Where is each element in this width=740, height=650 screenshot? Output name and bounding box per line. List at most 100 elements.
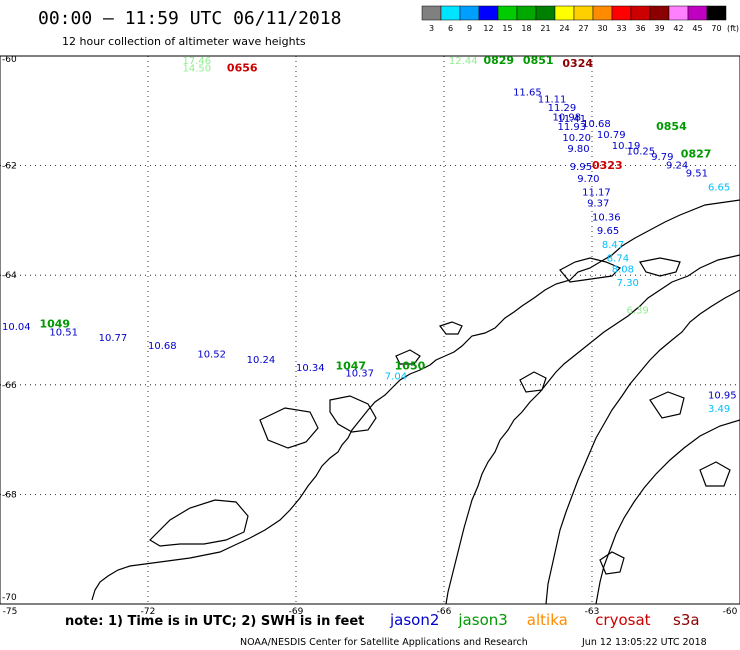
wave-height-label: 8.08 — [612, 264, 634, 275]
wave-height-label: 10.36 — [592, 212, 621, 223]
wave-height-label: 0829 — [483, 54, 514, 67]
wave-height-label: 11.11 — [538, 95, 567, 106]
wave-height-label: 10.77 — [99, 333, 128, 344]
wave-height-label: 10.25 — [627, 147, 656, 158]
wave-height-label: 14.50 — [183, 63, 212, 74]
legend-swatch — [649, 5, 670, 21]
legend-swatch — [573, 5, 594, 21]
wave-height-label: 6.65 — [708, 182, 730, 193]
legend-swatch — [554, 5, 575, 21]
wave-height-label: 10.68 — [148, 341, 177, 352]
legend-bin-label: 21 — [540, 24, 550, 33]
axis-tick-labels: -75 -72 -69 -66 -63 -60 -60 -62 -64 -66 -68 -70 — [2, 55, 738, 617]
wave-height-label: 10.51 — [49, 327, 78, 338]
lon-tick-label: -63 — [585, 607, 600, 617]
color-scale-legend: 3 6 9 12 15 18 21 24 27 30 33 36 39 42 45 70 — [421, 5, 727, 33]
wave-height-label: 3.49 — [708, 404, 730, 415]
wave-height-label: 11.41 — [557, 114, 586, 125]
legend-bin-label: 18 — [521, 24, 531, 33]
wave-height-label: 1050 — [395, 359, 426, 372]
wave-height-label: 9.95 — [570, 162, 592, 173]
footer-note: note: 1) Time is in UTC; 2) SWH is in fe… — [65, 614, 364, 629]
wave-height-label: 0324 — [562, 57, 593, 70]
map-title: 00:00 – 11:59 UTC 06/11/2018 — [38, 8, 341, 29]
wave-height-label: 1047 — [335, 359, 366, 372]
legend-unit: (ft) — [727, 24, 739, 33]
satellite-label-s3a: s3a — [673, 611, 700, 629]
legend-bin-label: 3 — [429, 24, 434, 33]
altimeter-tracks: 11.6511.1111.2910.9811.9310.209.809.959.… — [2, 54, 737, 415]
wave-height-label: 10.37 — [345, 369, 374, 380]
wave-height-label: 12.44 — [449, 56, 478, 67]
wave-height-label: 10.34 — [296, 363, 325, 374]
map-subtitle: 12 hour collection of altimeter wave hei… — [62, 35, 306, 48]
wave-height-label: 11.29 — [548, 103, 577, 114]
legend-bin-label: 33 — [616, 24, 626, 33]
legend-bin-label: 15 — [502, 24, 512, 33]
wave-height-label: 1049 — [39, 317, 70, 330]
legend-bin-label: 27 — [578, 24, 588, 33]
wave-height-label: 0851 — [523, 54, 554, 67]
legend-swatch — [630, 5, 651, 21]
wave-height-label: 10.04 — [2, 322, 31, 333]
wave-height-label: 11.65 — [513, 87, 542, 98]
wave-height-label: 9.37 — [587, 199, 609, 210]
lon-tick-label: -66 — [437, 607, 452, 617]
lon-tick-label: -72 — [141, 607, 156, 617]
wave-height-label: 11.93 — [557, 122, 586, 133]
satellite-label-cryosat: cryosat — [595, 611, 650, 629]
wave-height-label: 7.04 — [385, 371, 407, 382]
satellite-label-jason3: jason3 — [457, 611, 507, 629]
wave-height-label: 8.74 — [607, 254, 629, 265]
legend-bin-label: 6 — [448, 24, 453, 33]
legend-swatch — [706, 5, 727, 21]
wave-height-label: 9.51 — [686, 169, 708, 180]
legend-swatch — [611, 5, 632, 21]
wave-height-label: 9.79 — [651, 152, 673, 163]
legend-bin-label: 24 — [559, 24, 569, 33]
wave-height-label: 0854 — [656, 120, 687, 133]
wave-height-label: 10.68 — [582, 119, 611, 130]
wave-height-label: 9.70 — [577, 174, 599, 185]
legend-swatch — [687, 5, 708, 21]
legend-bin-label: 70 — [711, 24, 721, 33]
lat-tick-label: -68 — [2, 490, 17, 500]
wave-height-label: 10.98 — [553, 113, 582, 124]
wave-height-label: 9.24 — [666, 160, 688, 171]
lon-tick-label: -60 — [723, 607, 738, 617]
legend-swatch — [668, 5, 689, 21]
wave-height-label: 0827 — [681, 147, 712, 160]
wave-height-label: 8.47 — [602, 240, 624, 251]
legend-swatch — [535, 5, 556, 21]
wave-height-label: 6.39 — [627, 306, 649, 317]
legend-bin-label: 30 — [597, 24, 607, 33]
legend-bin-label: 42 — [673, 24, 683, 33]
wave-height-label: 10.95 — [708, 391, 737, 402]
lat-tick-label: -62 — [2, 162, 17, 172]
wave-height-label: 7.30 — [617, 278, 639, 289]
satellite-label-jason2: jason2 — [389, 611, 439, 629]
legend-swatch — [478, 5, 499, 21]
legend-bin-label: 9 — [467, 24, 472, 33]
coastline-antarctic-peninsula — [91, 199, 740, 605]
wave-height-label: 10.19 — [612, 141, 641, 152]
legend-bin-label: 45 — [692, 24, 702, 33]
wave-height-label: 10.52 — [197, 349, 226, 360]
lon-tick-label: -69 — [289, 607, 304, 617]
wave-height-label: 0656 — [227, 61, 258, 74]
wave-height-label: 0323 — [592, 159, 623, 172]
wave-height-label: 11.17 — [582, 188, 611, 199]
lat-tick-label: -60 — [2, 55, 17, 65]
lon-tick-label: -75 — [3, 607, 18, 617]
lat-tick-label: -66 — [2, 381, 17, 391]
lat-tick-label: -70 — [2, 593, 17, 603]
graticule — [0, 56, 740, 604]
wave-height-label: 9.80 — [567, 144, 589, 155]
map-frame — [0, 55, 740, 605]
legend-swatch — [592, 5, 613, 21]
lat-tick-label: -64 — [2, 271, 17, 281]
legend-bin-label: 12 — [483, 24, 493, 33]
footer-credit: NOAA/NESDIS Center for Satellite Applica… — [240, 637, 528, 648]
satellite-legend: jason2 jason3 altika cryosat s3a — [389, 611, 700, 629]
